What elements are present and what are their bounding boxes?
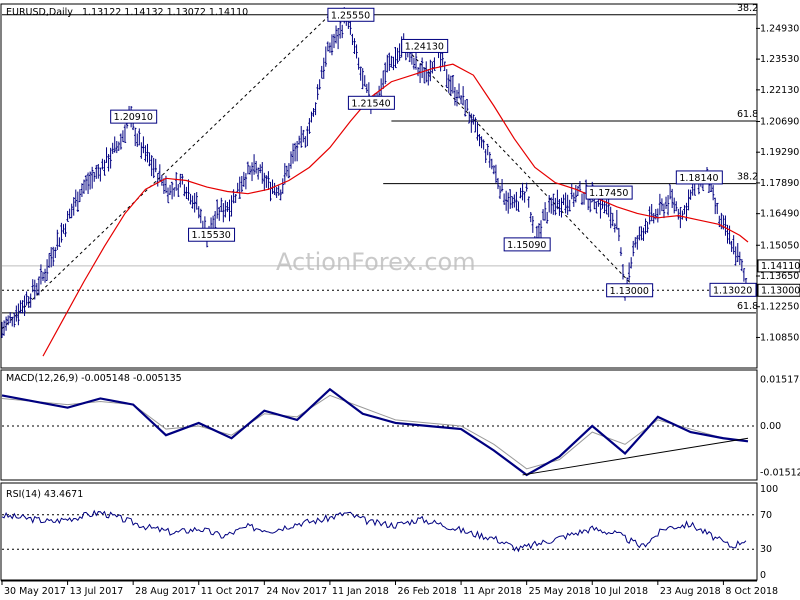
date-tick-label: 26 Feb 2018 xyxy=(397,586,456,597)
symbol-label: EURUSD,Daily xyxy=(6,7,73,18)
price-annotation-label: 1.13020 xyxy=(713,285,752,296)
price-annotation-label: 1.21540 xyxy=(351,98,390,109)
date-tick-label: 10 Jul 2018 xyxy=(594,586,648,597)
reference-price-tag: 1.13000 xyxy=(761,285,800,296)
price-tick-label: 1.20690 xyxy=(760,116,799,127)
price-tick-label: 1.10850 xyxy=(760,332,799,343)
price-annotation-box xyxy=(401,38,449,53)
panel-frame-0 xyxy=(0,3,758,369)
moving-average-line xyxy=(42,63,749,357)
date-tick-label: 11 Oct 2017 xyxy=(201,586,260,597)
price-annotation-box xyxy=(675,170,723,185)
price-annotation-box xyxy=(110,109,158,124)
price-tick-label: 1.13650 xyxy=(760,271,799,282)
price-annotation-label: 1.15090 xyxy=(507,240,546,251)
rsi-line xyxy=(1,509,747,553)
price-tick-label: 1.12250 xyxy=(760,302,799,313)
fib-level-label: 38.2 xyxy=(737,172,758,183)
price-annotation-box xyxy=(188,227,236,242)
watermark: ActionForex.com xyxy=(276,248,476,276)
price-tick-label: 1.16490 xyxy=(760,209,799,220)
price-annotation-label: 1.24130 xyxy=(405,41,444,52)
date-tick-label: 28 Aug 2017 xyxy=(135,586,196,597)
current-price-tag: 1.14110 xyxy=(761,261,800,272)
macd-main-line xyxy=(1,387,749,477)
rsi-legend: RSI(14) 43.4671 xyxy=(6,489,83,500)
price-tick-label: 1.23530 xyxy=(760,54,799,65)
price-annotation-label: 1.15530 xyxy=(192,230,231,241)
date-tick-label: 24 Nov 2017 xyxy=(266,586,327,597)
macd-trend-line xyxy=(522,437,749,476)
price-annotation-label: 1.13000 xyxy=(610,286,649,297)
date-tick-label: 23 Aug 2018 xyxy=(660,586,721,597)
price-annotation-label: 1.18140 xyxy=(679,173,718,184)
price-tick-label: 1.22130 xyxy=(760,85,799,96)
fib-level-label: 38.2 xyxy=(737,3,758,14)
date-tick-label: 8 Oct 2018 xyxy=(725,586,778,597)
trend-line xyxy=(1,14,331,330)
price-annotation-box xyxy=(709,282,757,297)
price-annotation-box xyxy=(585,185,633,200)
price-annotation-label: 1.20910 xyxy=(114,112,153,123)
rsi-tick-label: 0 xyxy=(760,570,766,581)
fib-level-label: 61.8 xyxy=(737,301,758,312)
ohlc-label: 1.13122 1.14132 1.13072 1.14110 xyxy=(82,7,248,18)
current-price-tag-box xyxy=(757,259,800,273)
reference-price-tag-box xyxy=(757,283,800,297)
rsi-tick-label: 100 xyxy=(760,484,778,495)
date-tick-label: 11 Jan 2018 xyxy=(332,586,389,597)
price-tick-label: 1.15050 xyxy=(760,240,799,251)
panel-frame-2 xyxy=(0,482,758,581)
macd-tick-label: 0.00 xyxy=(760,421,781,432)
rsi-tick-label: 70 xyxy=(760,510,772,521)
trend-line xyxy=(403,45,638,291)
fib-level-label: 61.8 xyxy=(737,109,758,120)
date-tick-label: 30 May 2017 xyxy=(4,586,66,597)
macd-signal-line xyxy=(1,394,749,470)
price-tick-label: 1.24930 xyxy=(760,23,799,34)
price-bars xyxy=(0,7,748,338)
price-annotation-box xyxy=(347,95,395,110)
macd-tick-label: 0.015178 xyxy=(760,375,800,386)
panel-frame-1 xyxy=(0,369,758,481)
price-annotation-box xyxy=(606,283,654,298)
date-tick-label: 13 Jul 2017 xyxy=(70,586,124,597)
price-annotation-box xyxy=(503,237,551,252)
macd-tick-label: -0.015126 xyxy=(760,467,800,478)
macd-legend: MACD(12,26,9) -0.005148 -0.005135 xyxy=(6,373,182,384)
price-annotation-box xyxy=(327,7,375,22)
rsi-tick-label: 30 xyxy=(760,544,772,555)
price-annotation-label: 1.25550 xyxy=(331,10,370,21)
price-tick-label: 1.17890 xyxy=(760,178,799,189)
date-tick-label: 25 May 2018 xyxy=(529,586,591,597)
price-annotation-label: 1.17450 xyxy=(589,188,628,199)
date-tick-label: 11 Apr 2018 xyxy=(463,586,522,597)
price-tick-label: 1.19290 xyxy=(760,147,799,158)
